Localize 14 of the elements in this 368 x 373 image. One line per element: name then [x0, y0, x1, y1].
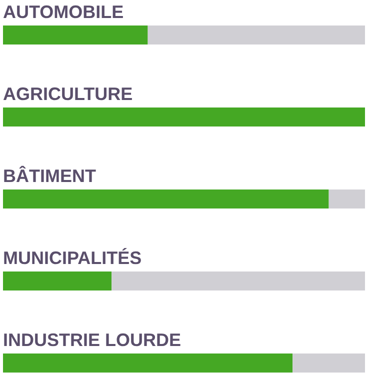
bar: [3, 108, 365, 126]
bar: [3, 354, 293, 372]
bar: [112, 272, 365, 290]
bar: [3, 190, 329, 208]
y-tick-label: AGRICULTURE: [3, 84, 133, 104]
y-tick-label: INDUSTRIE LOURDE: [3, 330, 182, 350]
bar: [148, 26, 365, 44]
bar: [328, 190, 365, 208]
y-tick-label: MUNICIPALITÉS: [3, 248, 142, 268]
bar: [292, 354, 365, 372]
y-tick-label: BÂTIMENT: [3, 165, 96, 186]
y-tick-label: AUTOMOBILE: [3, 2, 124, 22]
bar: [3, 272, 112, 290]
bar: [3, 26, 148, 44]
